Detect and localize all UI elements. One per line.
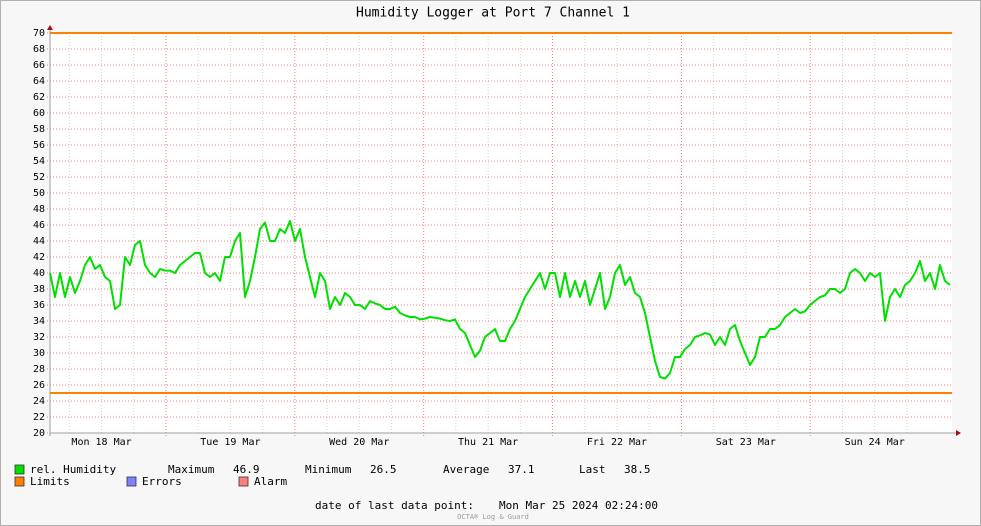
axis-arrow — [956, 430, 961, 436]
y-tick-label: 32 — [33, 332, 45, 343]
y-tick-label: 48 — [33, 204, 45, 215]
last-point-label: date of last data point: — [315, 499, 474, 512]
stat-value: 26.5 — [370, 463, 397, 476]
y-tick-label: 38 — [33, 284, 45, 295]
x-tick-label: Sat 23 Mar — [716, 437, 776, 448]
legend-swatch — [14, 464, 25, 475]
y-tick-label: 52 — [33, 172, 45, 183]
y-tick-label: 60 — [33, 108, 45, 119]
y-tick-label: 56 — [33, 140, 45, 151]
legend-label: rel. Humidity — [30, 463, 116, 476]
x-tick-label: Thu 21 Mar — [458, 437, 518, 448]
y-tick-label: 22 — [33, 412, 45, 423]
legend-label: Errors — [142, 475, 182, 488]
y-tick-label: 36 — [33, 300, 45, 311]
y-tick-label: 58 — [33, 124, 45, 135]
y-tick-label: 54 — [33, 156, 45, 167]
y-tick-label: 24 — [33, 396, 45, 407]
y-tick-label: 34 — [33, 316, 45, 327]
x-tick-label: Tue 19 Mar — [200, 437, 260, 448]
x-tick-label: Fri 22 Mar — [587, 437, 647, 448]
footer: OCTA® Log & Guard — [457, 513, 529, 521]
y-tick-label: 20 — [33, 428, 45, 439]
x-tick-label: Mon 18 Mar — [71, 437, 131, 448]
y-tick-label: 26 — [33, 380, 45, 391]
stat-label: Last — [579, 463, 606, 476]
legend-swatch — [14, 476, 25, 487]
x-tick-label: Sun 24 Mar — [845, 437, 905, 448]
stat-label: Maximum — [168, 463, 215, 476]
y-tick-label: 62 — [33, 92, 45, 103]
last-point: Mon Mar 25 2024 02:24:00 — [499, 499, 658, 512]
y-tick-label: 40 — [33, 268, 45, 279]
stat-value: 38.5 — [624, 463, 651, 476]
y-tick-label: 50 — [33, 188, 45, 199]
y-tick-label: 66 — [33, 60, 45, 71]
y-tick-label: 64 — [33, 76, 45, 87]
legend-label: Alarm — [254, 475, 287, 488]
chart-title: Humidity Logger at Port 7 Channel 1 — [356, 6, 630, 21]
legend-swatch — [238, 476, 249, 487]
y-tick-label: 44 — [33, 236, 45, 247]
y-tick-label: 30 — [33, 348, 45, 359]
y-tick-label: 68 — [33, 44, 45, 55]
stat-label: Minimum — [305, 463, 352, 476]
stat-value: 37.1 — [508, 463, 535, 476]
x-tick-label: Wed 20 Mar — [329, 437, 389, 448]
legend-swatch — [126, 476, 137, 487]
legend-label: Limits — [30, 475, 70, 488]
y-tick-label: 46 — [33, 220, 45, 231]
plot-area — [50, 33, 952, 433]
axis-arrow — [47, 25, 53, 30]
y-tick-label: 42 — [33, 252, 45, 263]
y-tick-label: 28 — [33, 364, 45, 375]
data-line — [49, 220, 951, 380]
stat-value: 46.9 — [233, 463, 260, 476]
stat-label: Average — [443, 463, 489, 476]
y-tick-label: 70 — [33, 28, 45, 39]
